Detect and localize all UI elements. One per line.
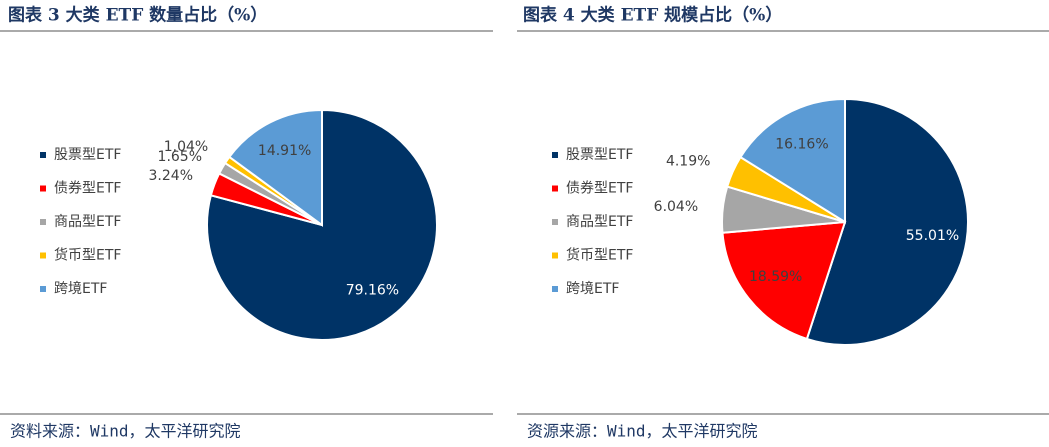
chart-title: 图表 4 大类 ETF 规模占比（%）	[523, 5, 782, 26]
legend-swatch	[40, 286, 46, 292]
legend-swatch	[552, 152, 558, 158]
data-label: 4.19%	[666, 153, 710, 169]
chart-title: 图表 3 大类 ETF 数量占比（%）	[8, 5, 267, 26]
data-label: 1.04%	[164, 139, 208, 155]
pie-slice	[805, 97, 969, 346]
legend-label: 商品型ETF	[54, 214, 121, 230]
legend-label: 货币型ETF	[566, 247, 633, 264]
legend-label: 债券型ETF	[566, 181, 633, 197]
legend-label: 商品型ETF	[566, 214, 633, 230]
source: 资源来源：Wind，太平洋研究院	[527, 422, 758, 441]
data-label: 16.16%	[775, 137, 828, 153]
legend-swatch	[552, 252, 558, 259]
data-label: 3.24%	[149, 168, 193, 184]
legend-label: 跨境ETF	[566, 281, 619, 297]
legend-swatch	[40, 252, 46, 259]
data-label: 18.59%	[749, 269, 802, 285]
legend-swatch	[40, 185, 46, 192]
legend-swatch	[40, 152, 46, 158]
pie-slice	[227, 108, 323, 227]
data-label: 14.91%	[258, 143, 311, 159]
legend-swatch	[552, 185, 558, 192]
pie-slice	[721, 220, 847, 341]
pie-slice	[739, 97, 846, 224]
legend-label: 跨境ETF	[54, 281, 107, 297]
legend-label: 股票型ETF	[566, 147, 633, 163]
legend-swatch	[552, 286, 558, 292]
source: 资料来源：Wind，太平洋研究院	[10, 422, 241, 441]
legend-label: 债券型ETF	[54, 181, 121, 197]
legend-swatch	[552, 219, 558, 225]
data-label: 55.01%	[906, 228, 959, 244]
data-label: 79.16%	[346, 283, 399, 299]
legend-label: 股票型ETF	[54, 147, 121, 163]
legend-swatch	[40, 219, 46, 225]
legend-label: 货币型ETF	[54, 247, 121, 264]
data-label: 6.04%	[654, 199, 698, 215]
data-label: 1.65%	[158, 149, 202, 165]
